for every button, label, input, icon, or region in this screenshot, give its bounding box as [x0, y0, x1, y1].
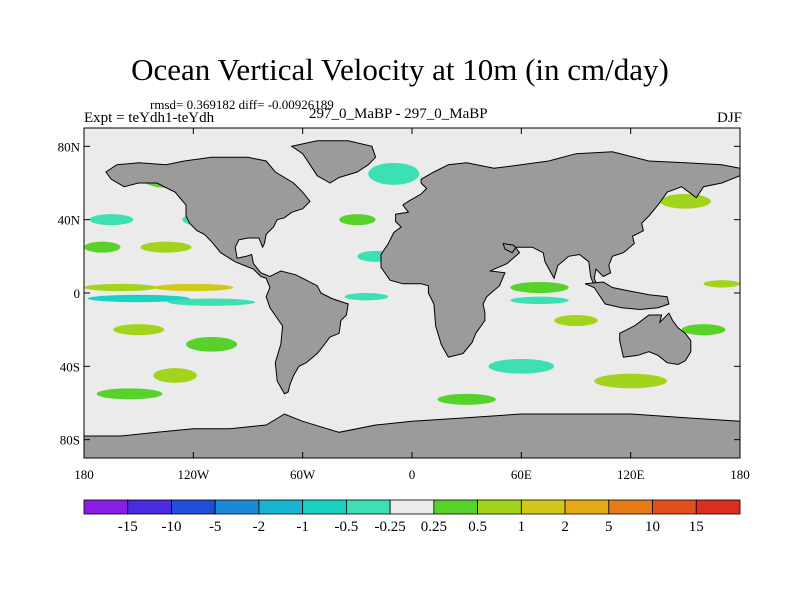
anomaly-patch	[703, 280, 740, 288]
x-tick-label: 180	[74, 467, 94, 482]
colorbar: -15 -10 -5 -2 -1 -0.5 -0.25 0.25 0.5 1 2 5 10 15	[83, 499, 741, 535]
anomaly-patch	[186, 337, 238, 352]
colorbar-label: 5	[605, 519, 613, 535]
colorbar-label: 15	[689, 519, 704, 535]
anomaly-patch	[368, 162, 420, 185]
anomaly-patch	[167, 298, 256, 306]
anomaly-patch	[113, 324, 165, 336]
anomaly-patch	[681, 324, 726, 336]
anomaly-patch	[510, 296, 569, 305]
colorbar-label: -1	[296, 519, 309, 535]
stats-line: rmsd= 0.369182 diff= -0.00926189	[150, 97, 334, 112]
colorbar-label: -2	[253, 519, 266, 535]
colorbar-label: -0.5	[335, 519, 359, 535]
colorbar-swatch	[171, 499, 216, 515]
chart-title: Ocean Vertical Velocity at 10m (in cm/da…	[131, 52, 669, 87]
land-mask-africa-eurasia	[380, 151, 740, 358]
x-tick-label: 120W	[177, 467, 210, 482]
anomaly-patch	[153, 283, 234, 292]
colorbar-swatch	[345, 499, 391, 515]
colorbar-swatch	[652, 499, 697, 515]
colorbar-swatch	[302, 499, 347, 515]
anomaly-patch	[96, 388, 163, 400]
y-axis: 80N 40N 0 40S 80S	[58, 139, 740, 448]
anomaly-patch	[344, 293, 389, 301]
anomaly-patch	[659, 194, 711, 209]
land-mask-australia	[619, 312, 692, 366]
anomaly-patch	[437, 393, 496, 405]
colorbar-label: -15	[118, 519, 138, 535]
model-label: 297_0_MaBP - 297_0_MaBP	[309, 106, 488, 122]
x-tick-label: 180	[730, 467, 750, 482]
anomaly-patch	[488, 359, 555, 374]
x-tick-label: 60W	[290, 467, 316, 482]
colorbar-label: 2	[561, 519, 569, 535]
x-tick-label: 60E	[511, 467, 532, 482]
colorbar-swatch	[214, 499, 260, 515]
colorbar-swatch	[564, 499, 610, 515]
land-mask-indonesia	[584, 281, 670, 311]
y-tick-label: 40N	[58, 213, 81, 228]
experiment-label: Expt = teYdh1-teYdh	[84, 110, 215, 126]
land-mask-americas	[105, 156, 349, 395]
anomaly-patch	[510, 282, 569, 293]
colorbar-label: 1	[518, 519, 526, 535]
land-mask-greenland	[290, 140, 377, 184]
colorbar-swatch	[389, 499, 435, 515]
colorbar-swatch	[477, 499, 522, 515]
colorbar-swatch	[258, 499, 304, 515]
x-axis: 180 120W 60W 0 60E 120E 180	[74, 128, 750, 482]
anomaly-patch	[84, 283, 157, 292]
colorbar-swatch	[83, 499, 129, 515]
season-label: DJF	[716, 110, 742, 126]
y-tick-label: 80N	[58, 139, 81, 154]
anomaly-patch	[89, 214, 134, 226]
colorbar-label: -0.25	[375, 519, 406, 535]
anomaly-patch	[140, 241, 192, 253]
colorbar-label: -5	[209, 519, 222, 535]
colorbar-swatch	[433, 499, 479, 515]
colorbar-label: 10	[645, 519, 660, 535]
x-tick-label: 120E	[617, 467, 645, 482]
colorbar-swatch	[695, 499, 741, 515]
anomaly-patch	[84, 241, 121, 253]
x-tick-label: 0	[409, 467, 416, 482]
colorbar-label: 0.5	[468, 519, 487, 535]
anomaly-patch	[554, 315, 598, 326]
colorbar-label: 0.25	[421, 519, 447, 535]
anomaly-patch	[339, 214, 376, 226]
y-tick-label: 40S	[60, 359, 80, 374]
y-tick-label: 80S	[60, 433, 80, 448]
colorbar-swatch	[608, 499, 653, 515]
colorbar-label: -10	[161, 519, 181, 535]
land-mask-antarctica	[84, 413, 740, 458]
land-layer	[84, 140, 740, 458]
anomaly-patch	[87, 294, 190, 303]
colorbar-swatch	[127, 499, 172, 515]
anomaly-patch	[153, 368, 197, 383]
anomaly-patch	[594, 373, 668, 389]
colorbar-swatch	[520, 499, 566, 515]
y-tick-label: 0	[74, 286, 81, 301]
